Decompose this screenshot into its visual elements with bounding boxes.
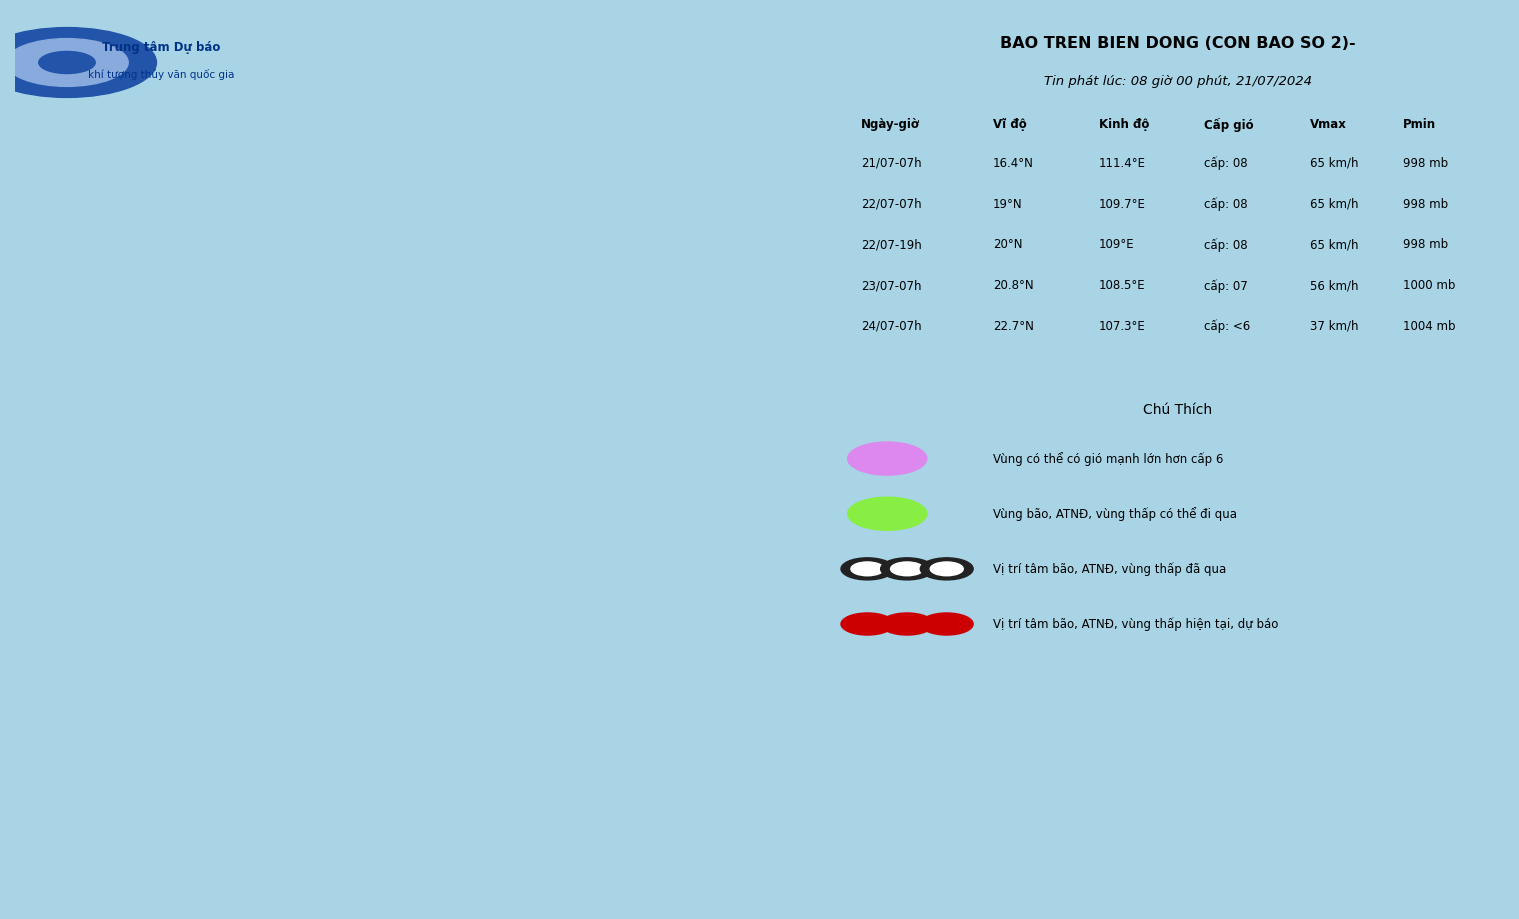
- Text: cấp: 08: cấp: 08: [1205, 157, 1249, 170]
- Circle shape: [6, 39, 128, 86]
- Text: Pmin: Pmin: [1402, 118, 1435, 130]
- Text: 109.7°E: 109.7°E: [1098, 198, 1145, 210]
- Text: Vùng có thể có gió mạnh lớn hơn cấp 6: Vùng có thể có gió mạnh lớn hơn cấp 6: [993, 451, 1223, 466]
- Text: cấp: 07: cấp: 07: [1205, 279, 1249, 292]
- Circle shape: [921, 613, 974, 635]
- Text: 65 km/h: 65 km/h: [1309, 198, 1358, 210]
- Circle shape: [921, 558, 974, 580]
- Text: 20.8°N: 20.8°N: [993, 279, 1033, 292]
- Text: 108.5°E: 108.5°E: [1098, 279, 1145, 292]
- Circle shape: [842, 613, 893, 635]
- Text: Vĩ độ: Vĩ độ: [993, 118, 1027, 130]
- Circle shape: [930, 562, 963, 575]
- Text: Vị trí tâm bão, ATNĐ, vùng thấp đã qua: Vị trí tâm bão, ATNĐ, vùng thấp đã qua: [993, 562, 1226, 575]
- Text: Chú Thích: Chú Thích: [1144, 403, 1212, 417]
- Text: Vị trí tâm bão, ATNĐ, vùng thấp hiện tại, dự báo: Vị trí tâm bão, ATNĐ, vùng thấp hiện tại…: [993, 618, 1279, 630]
- Text: 20°N: 20°N: [993, 238, 1022, 251]
- Circle shape: [848, 442, 927, 475]
- Circle shape: [881, 613, 934, 635]
- Text: cấp: 08: cấp: 08: [1205, 238, 1249, 252]
- Text: 111.4°E: 111.4°E: [1098, 157, 1145, 170]
- Text: Tin phát lúc: 08 giờ 00 phút, 21/07/2024: Tin phát lúc: 08 giờ 00 phút, 21/07/2024: [1044, 75, 1312, 88]
- Text: Kinh độ: Kinh độ: [1098, 118, 1148, 130]
- Circle shape: [39, 51, 96, 74]
- Text: cấp: <6: cấp: <6: [1205, 320, 1250, 334]
- Text: 1000 mb: 1000 mb: [1402, 279, 1455, 292]
- Text: Cấp gió: Cấp gió: [1205, 118, 1255, 131]
- Text: 21/07-07h: 21/07-07h: [861, 157, 922, 170]
- Text: 65 km/h: 65 km/h: [1309, 238, 1358, 251]
- Text: 16.4°N: 16.4°N: [993, 157, 1034, 170]
- Circle shape: [881, 558, 934, 580]
- Text: 23/07-07h: 23/07-07h: [861, 279, 922, 292]
- Text: 56 km/h: 56 km/h: [1309, 279, 1358, 292]
- Circle shape: [890, 562, 924, 575]
- Text: 109°E: 109°E: [1098, 238, 1135, 251]
- Text: cấp: 08: cấp: 08: [1205, 198, 1249, 211]
- Text: 998 mb: 998 mb: [1402, 157, 1448, 170]
- Text: 24/07-07h: 24/07-07h: [861, 320, 922, 333]
- Circle shape: [851, 562, 884, 575]
- Text: 998 mb: 998 mb: [1402, 238, 1448, 251]
- Text: khí tượng thủy văn quốc gia: khí tượng thủy văn quốc gia: [88, 69, 234, 80]
- Circle shape: [0, 28, 156, 97]
- Text: BAO TREN BIEN DONG (CON BAO SO 2)-: BAO TREN BIEN DONG (CON BAO SO 2)-: [1000, 36, 1356, 51]
- Text: 22/07-19h: 22/07-19h: [861, 238, 922, 251]
- Text: 998 mb: 998 mb: [1402, 198, 1448, 210]
- Text: 22.7°N: 22.7°N: [993, 320, 1034, 333]
- Text: 22/07-07h: 22/07-07h: [861, 198, 922, 210]
- Text: Trung tâm Dự báo: Trung tâm Dự báo: [102, 41, 220, 54]
- Circle shape: [842, 558, 893, 580]
- Text: Vùng bão, ATNĐ, vùng thấp có thể đi qua: Vùng bão, ATNĐ, vùng thấp có thể đi qua: [993, 506, 1236, 521]
- Text: 19°N: 19°N: [993, 198, 1022, 210]
- Circle shape: [848, 497, 927, 530]
- Text: 37 km/h: 37 km/h: [1309, 320, 1358, 333]
- Text: 107.3°E: 107.3°E: [1098, 320, 1145, 333]
- Text: 65 km/h: 65 km/h: [1309, 157, 1358, 170]
- Text: 1004 mb: 1004 mb: [1402, 320, 1455, 333]
- Text: Vmax: Vmax: [1309, 118, 1347, 130]
- Text: Ngày-giờ: Ngày-giờ: [861, 118, 919, 130]
